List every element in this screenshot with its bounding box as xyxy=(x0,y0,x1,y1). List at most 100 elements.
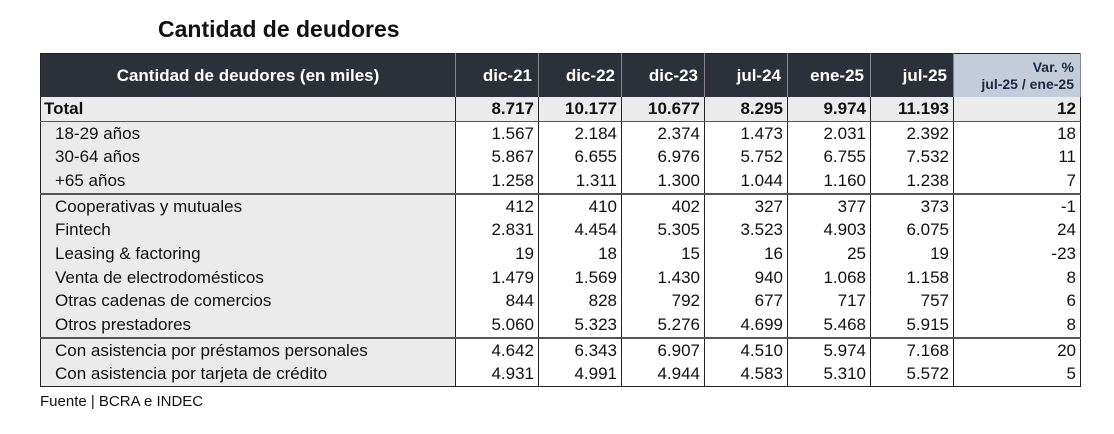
cell-value: 6.655 xyxy=(538,145,622,170)
cell-value: 1.569 xyxy=(538,265,622,290)
column-header-label: Cantidad de deudores (en miles) xyxy=(40,53,456,97)
table-row: Cooperativas y mutuales 412 410 402 327 377 37… xyxy=(40,192,1081,219)
cell-value: 8.717 xyxy=(455,97,539,122)
table-row: Leasing & factoring 19 18 15 16 25 19 -23 xyxy=(40,242,1081,266)
row-label: +65 años xyxy=(40,169,456,194)
column-header-variation: Var. % jul-25 / ene-25 xyxy=(953,53,1081,97)
cell-value: 5.974 xyxy=(787,336,871,363)
cell-value: 18 xyxy=(538,242,622,266)
cell-value: 19 xyxy=(455,242,539,266)
cell-value: 1.311 xyxy=(538,169,622,194)
cell-value: 757 xyxy=(870,289,954,314)
cell-value: 373 xyxy=(870,192,954,219)
cell-value: 1.300 xyxy=(621,169,705,194)
row-label: Otras cadenas de comercios xyxy=(40,289,456,314)
column-header: jul-24 xyxy=(704,53,788,97)
cell-value: 792 xyxy=(621,289,705,314)
total-row: Total 8.717 10.177 10.677 8.295 9.974 11.193 12 xyxy=(40,97,1081,122)
row-label: Otros prestadores xyxy=(40,313,456,338)
cell-value: 6.976 xyxy=(621,145,705,170)
cell-value: 5.276 xyxy=(621,313,705,338)
cell-value: 9.974 xyxy=(787,97,871,122)
cell-value: 5.915 xyxy=(870,313,954,338)
cell-value: 4.991 xyxy=(538,362,622,387)
cell-value: 11.193 xyxy=(870,97,954,122)
cell-value: 410 xyxy=(538,192,622,219)
cell-value: 10.177 xyxy=(538,97,622,122)
row-label: Cooperativas y mutuales xyxy=(40,192,456,219)
cell-value: 8.295 xyxy=(704,97,788,122)
cell-value: 844 xyxy=(455,289,539,314)
cell-variation: 12 xyxy=(953,97,1081,122)
cell-value: 3.523 xyxy=(704,218,788,243)
cell-value: 2.184 xyxy=(538,121,622,146)
cell-value: 940 xyxy=(704,265,788,290)
cell-variation: 7 xyxy=(953,169,1081,194)
cell-variation: 11 xyxy=(953,145,1081,170)
cell-value: 412 xyxy=(455,192,539,219)
cell-value: 5.468 xyxy=(787,313,871,338)
cell-variation: 8 xyxy=(953,313,1081,338)
cell-value: 2.831 xyxy=(455,218,539,243)
cell-value: 6.343 xyxy=(538,336,622,363)
cell-value: 377 xyxy=(787,192,871,219)
cell-value: 402 xyxy=(621,192,705,219)
cell-value: 1.567 xyxy=(455,121,539,146)
table-row: Venta de electrodomésticos 1.479 1.569 1.43… xyxy=(40,265,1081,290)
cell-value: 717 xyxy=(787,289,871,314)
cell-variation: 20 xyxy=(953,336,1081,363)
cell-value: 1.473 xyxy=(704,121,788,146)
cell-variation: 18 xyxy=(953,121,1081,146)
column-header: dic-23 xyxy=(621,53,705,97)
table-row: Con asistencia por tarjeta de crédito 4.9… xyxy=(40,362,1081,387)
cell-value: 2.392 xyxy=(870,121,954,146)
cell-variation: 8 xyxy=(953,265,1081,290)
cell-value: 828 xyxy=(538,289,622,314)
var-header-line1: Var. % xyxy=(1032,58,1074,75)
cell-value: 7.532 xyxy=(870,145,954,170)
row-label: Venta de electrodomésticos xyxy=(40,265,456,290)
cell-value: 7.168 xyxy=(870,336,954,363)
cell-value: 5.867 xyxy=(455,145,539,170)
cell-value: 16 xyxy=(704,242,788,266)
cell-value: 5.572 xyxy=(870,362,954,387)
debtors-table: Cantidad de deudores (en miles) dic-21 d… xyxy=(40,53,1081,388)
cell-value: 5.752 xyxy=(704,145,788,170)
cell-variation: 5 xyxy=(953,362,1081,387)
cell-value: 327 xyxy=(704,192,788,219)
cell-value: 6.907 xyxy=(621,336,705,363)
cell-value: 25 xyxy=(787,242,871,266)
page-title: Cantidad de deudores xyxy=(158,16,400,42)
cell-value: 4.454 xyxy=(538,218,622,243)
cell-value: 4.699 xyxy=(704,313,788,338)
cell-value: 15 xyxy=(621,242,705,266)
cell-variation: 6 xyxy=(953,289,1081,314)
cell-value: 5.310 xyxy=(787,362,871,387)
cell-value: 1.479 xyxy=(455,265,539,290)
var-header-line2: jul-25 / ene-25 xyxy=(981,75,1074,92)
row-label: 30-64 años xyxy=(40,145,456,170)
cell-value: 6.755 xyxy=(787,145,871,170)
cell-value: 5.060 xyxy=(455,313,539,338)
row-label: Total xyxy=(40,97,456,122)
row-label: 18-29 años xyxy=(40,121,456,146)
cell-variation: -1 xyxy=(953,192,1081,219)
column-header: ene-25 xyxy=(787,53,871,97)
cell-value: 5.323 xyxy=(538,313,622,338)
cell-value: 4.642 xyxy=(455,336,539,363)
table-row: +65 años 1.258 1.311 1.300 1.044 1.160 1.238 7 xyxy=(40,169,1081,194)
cell-variation: 24 xyxy=(953,218,1081,243)
cell-value: 6.075 xyxy=(870,218,954,243)
row-label: Fintech xyxy=(40,218,456,243)
cell-variation: -23 xyxy=(953,242,1081,266)
cell-value: 1.430 xyxy=(621,265,705,290)
table-row: Otros prestadores 5.060 5.323 5.276 4.699 5.4… xyxy=(40,313,1081,338)
table-row: 18-29 años 1.567 2.184 2.374 1.473 2.031 2.392… xyxy=(40,121,1081,146)
cell-value: 1.160 xyxy=(787,169,871,194)
cell-value: 5.305 xyxy=(621,218,705,243)
table-row: 30-64 años 5.867 6.655 6.976 5.752 6.755 7.532… xyxy=(40,145,1081,170)
table-row: Fintech 2.831 4.454 5.305 3.523 4.903 6.075 24 xyxy=(40,218,1081,243)
table-row: Otras cadenas de comercios 844 828 792 677 71… xyxy=(40,289,1081,314)
cell-value: 1.044 xyxy=(704,169,788,194)
column-header: dic-21 xyxy=(455,53,539,97)
